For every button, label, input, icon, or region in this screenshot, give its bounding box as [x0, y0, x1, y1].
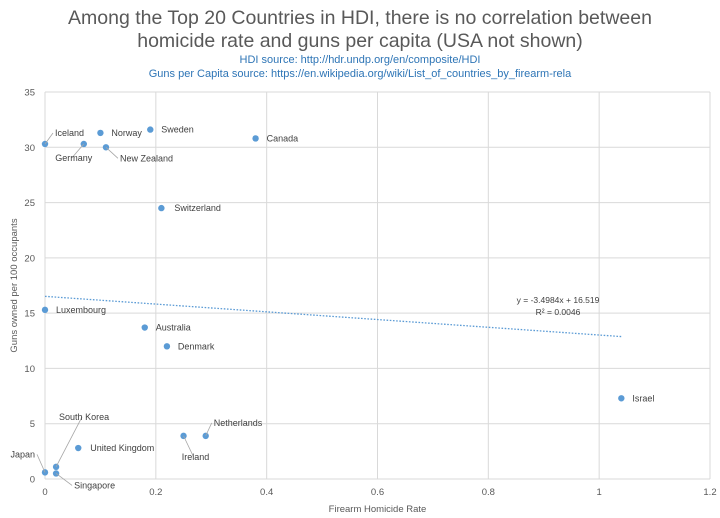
leader-line-south-korea [55, 416, 83, 468]
y-tick-label: 35 [24, 88, 35, 99]
point-label-australia: Australia [156, 323, 191, 333]
point-label-ireland: Ireland [182, 452, 210, 462]
x-tick-label: 0.6 [371, 487, 384, 498]
y-tick-label: 20 [24, 253, 35, 264]
data-point-united-kingdom [75, 444, 82, 452]
trendline-r-squared: R² = 0.0046 [536, 307, 581, 317]
point-label-japan: Japan [10, 449, 35, 459]
y-tick-label: 5 [30, 419, 35, 430]
y-tick-label: 10 [24, 364, 35, 375]
chart-subtitle-hdi-source: HDI source: http://hdr.undp.org/en/compo… [239, 54, 481, 66]
data-point-canada [252, 135, 259, 142]
leader-line-new-zealand [105, 146, 119, 159]
point-label-south-korea: South Korea [59, 412, 109, 422]
data-point-denmark [163, 343, 171, 350]
leader-line-ireland [183, 435, 194, 458]
data-point-luxembourg [41, 306, 49, 314]
point-label-united-kingdom: United Kingdom [90, 443, 154, 453]
point-label-singapore: Singapore [74, 480, 115, 490]
trendline-equation: y = -3.4984x + 16.519 [517, 295, 600, 305]
y-tick-label: 0 [30, 475, 35, 486]
point-label-canada: Canada [267, 133, 299, 143]
y-tick-label: 15 [24, 309, 35, 320]
x-tick-label: 0 [42, 487, 47, 498]
leader-line-singapore [55, 473, 73, 486]
point-label-netherlands: Netherlands [214, 418, 263, 428]
tick-labels: 0 0.2 0.4 0.6 0.8 1 1.2 0 5 10 15 20 25 30 35 [24, 88, 716, 499]
point-label-israel: Israel [632, 393, 654, 403]
data-point-australia [141, 324, 148, 331]
x-tick-label: 0.4 [260, 487, 273, 498]
chart-title-line-2: homicide rate and guns per capita (USA n… [137, 30, 583, 52]
point-labels: Iceland Germany Norway New Zealand Sweden Can… [10, 125, 654, 491]
y-axis-label: Guns owned per 100 occupants [9, 218, 20, 352]
data-point-switzerland [158, 204, 165, 212]
point-label-new-zealand: New Zealand [120, 153, 173, 163]
point-label-germany: Germany [55, 153, 93, 163]
data-point-israel [618, 395, 625, 402]
point-label-iceland: Iceland [55, 128, 84, 138]
point-label-luxembourg: Luxembourg [56, 305, 106, 315]
chart-title-line-1: Among the Top 20 Countries in HDI, there… [68, 7, 652, 29]
leader-line-germany [71, 143, 85, 159]
leader-line-iceland [44, 132, 54, 145]
trendline [44, 295, 622, 338]
data-point-norway [97, 129, 104, 137]
leader-line-japan [36, 454, 46, 473]
y-tick-label: 30 [24, 143, 35, 154]
x-tick-label: 1.2 [703, 487, 716, 498]
point-label-norway: Norway [111, 128, 142, 138]
x-tick-label: 0.2 [149, 487, 162, 498]
data-point-sweden [147, 126, 154, 133]
gridlines [44, 91, 711, 480]
chart-subtitle-guns-source: Guns per Capita source: https://en.wikip… [148, 68, 572, 80]
x-tick-label: 1 [597, 487, 602, 498]
x-axis-label: Firearm Homicide Rate [329, 504, 427, 515]
point-label-denmark: Denmark [178, 341, 215, 351]
point-label-sweden: Sweden [161, 125, 194, 135]
leader-line-netherlands [205, 422, 213, 437]
y-tick-label: 25 [24, 198, 35, 209]
x-tick-label: 0.8 [482, 487, 495, 498]
point-label-switzerland: Switzerland [174, 203, 221, 213]
